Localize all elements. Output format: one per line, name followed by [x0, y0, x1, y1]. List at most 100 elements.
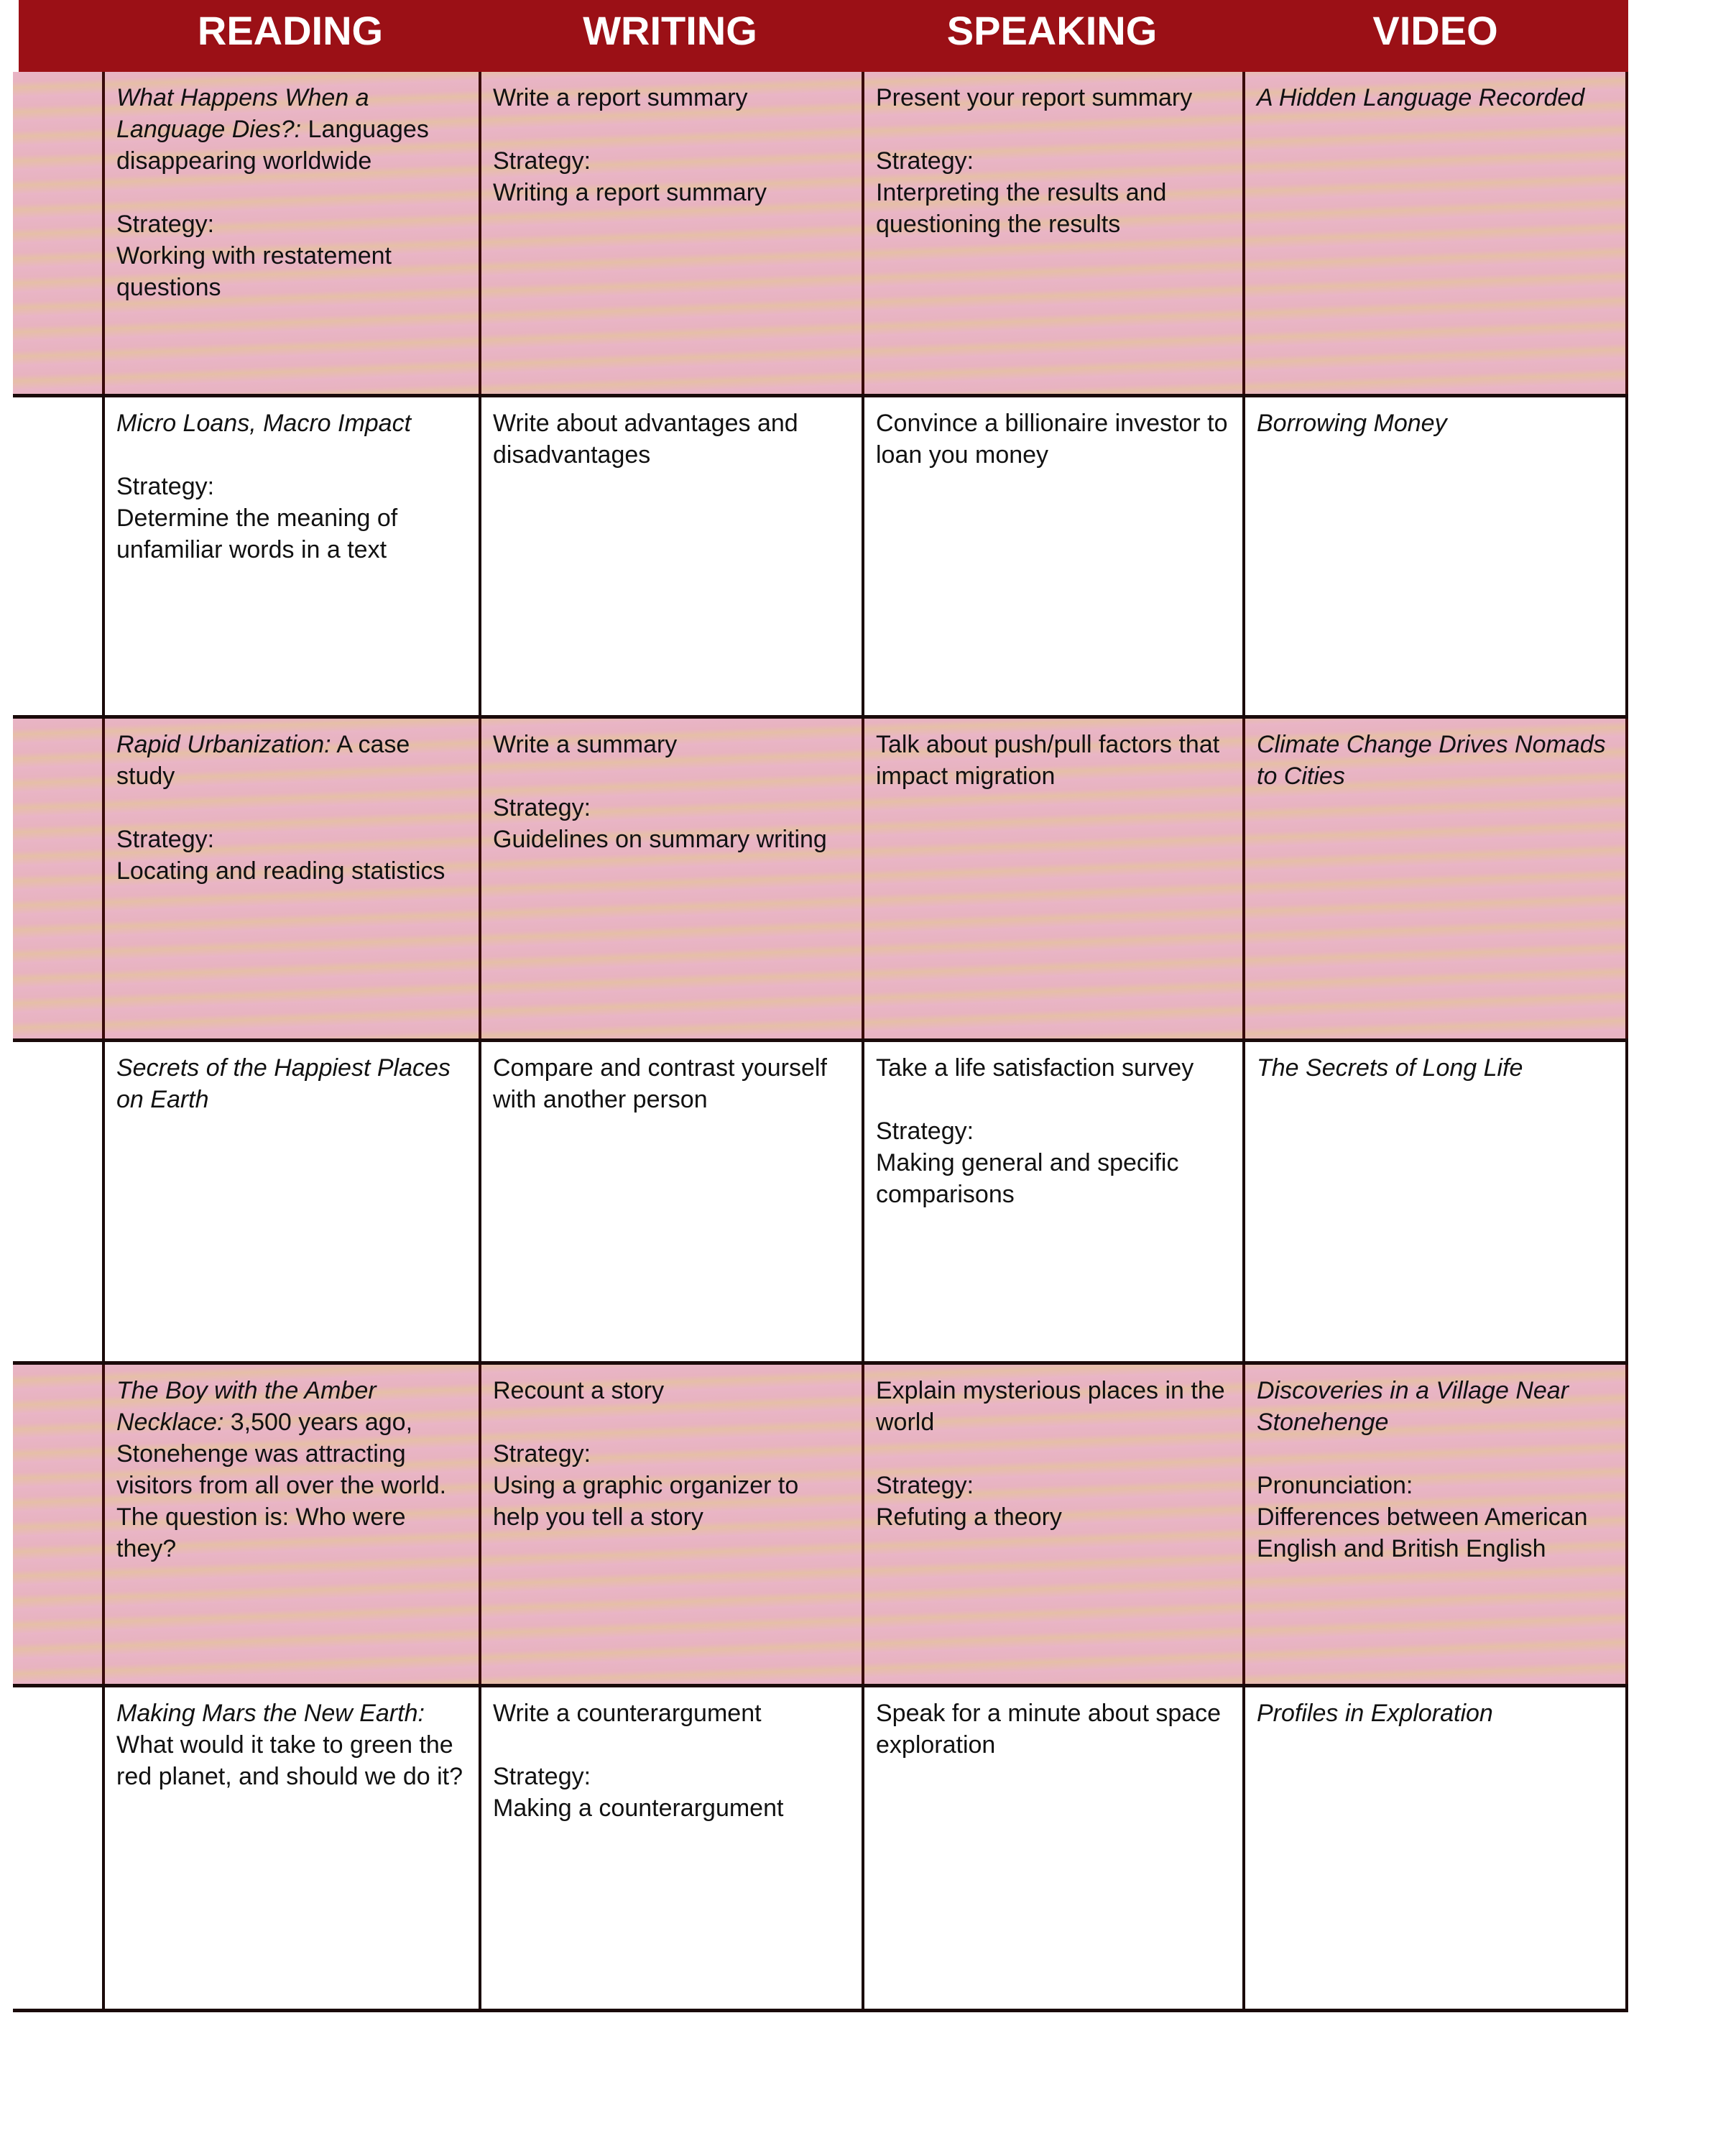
- cell-title: Write a report summary: [493, 82, 850, 114]
- title-italic: Profiles in Exploration: [1257, 1700, 1493, 1727]
- strategy-label: Strategy:: [493, 794, 591, 821]
- title-text: Write about advantages and disadvantages: [493, 410, 798, 469]
- title-text: Write a summary: [493, 731, 678, 758]
- cell-title: A Hidden Language Recorded: [1257, 82, 1614, 114]
- cell-speaking: Speak for a minute about space explorati…: [862, 1687, 1242, 2009]
- cell-title: Recount a story: [493, 1375, 850, 1406]
- strategy-label: Strategy:: [876, 1118, 974, 1145]
- strategy-text: Interpreting the results and questioning…: [876, 179, 1167, 238]
- strategy-text: Using a graphic organizer to help you te…: [493, 1472, 799, 1531]
- cell-title: Write a summary: [493, 729, 850, 760]
- table-row: What Happens When a Language Dies?: Lang…: [13, 72, 1628, 397]
- title-italic: Micro Loans, Macro Impact: [116, 410, 412, 437]
- cell-title: Making Mars the New Earth: What would it…: [116, 1697, 467, 1792]
- strategy-text: Locating and reading statistics: [116, 857, 445, 885]
- column-header-video: VIDEO: [1372, 8, 1498, 53]
- table-row: Micro Loans, Macro Impact Strategy: Determ…: [13, 397, 1628, 719]
- column-header-speaking: SPEAKING: [946, 8, 1158, 53]
- title-text: Compare and contrast yourself with anoth…: [493, 1054, 827, 1113]
- cell-writing: Write a summary Strategy: Guidelines on su…: [479, 719, 862, 1038]
- title-italic: Climate Change Drives Nomads to Cities: [1257, 731, 1606, 790]
- title-italic: Rapid Urbanization:: [116, 731, 331, 758]
- strategy-text: Working with restatement questions: [116, 242, 392, 301]
- cell-writing: Write about advantages and disadvantages: [479, 397, 862, 715]
- title-text: Write a counterargument: [493, 1700, 762, 1727]
- strategy-text: Refuting a theory: [876, 1503, 1062, 1531]
- cell-title: Write about advantages and disadvantages: [493, 407, 850, 471]
- strategy-label: Strategy:: [876, 1472, 974, 1499]
- cell-video: A Hidden Language Recorded: [1242, 72, 1628, 394]
- cell-title: Present your report summary: [876, 82, 1231, 114]
- cell-title: Convince a billionaire investor to loan …: [876, 407, 1231, 471]
- title-text: Present your report summary: [876, 84, 1193, 111]
- cell-title: Secrets of the Happiest Places on Earth: [116, 1052, 467, 1115]
- cell-title: Profiles in Exploration: [1257, 1697, 1614, 1729]
- cell-title: Explain mysterious places in the world: [876, 1375, 1231, 1438]
- title-italic: A Hidden Language Recorded: [1257, 84, 1585, 111]
- strategy-label: Strategy:: [493, 1763, 591, 1790]
- title-italic: Borrowing Money: [1257, 410, 1447, 437]
- column-header-reading: READING: [197, 8, 384, 53]
- strategy-text: Determine the meaning of unfamiliar word…: [116, 505, 398, 563]
- cell-writing: Compare and contrast yourself with anoth…: [479, 1042, 862, 1361]
- cell-speaking: Take a life satisfaction survey Strategy:…: [862, 1042, 1242, 1361]
- title-text: Explain mysterious places in the world: [876, 1377, 1225, 1436]
- syllabus-table: READING WRITING SPEAKING VIDEO What Happens…: [13, 0, 1628, 2014]
- cell-title: Rapid Urbanization: A case study: [116, 729, 467, 792]
- cell-speaking: Convince a billionaire investor to loan …: [862, 397, 1242, 715]
- title-text: Talk about push/pull factors that impact…: [876, 731, 1220, 790]
- title-text: A case study: [116, 731, 410, 790]
- title-text: Languages disappearing worldwide: [116, 116, 429, 175]
- title-italic: The Boy with the Amber Necklace:: [116, 1377, 377, 1436]
- title-italic: What Happens When a Language Dies?:: [116, 84, 369, 143]
- cell-speaking: Talk about push/pull factors that impact…: [862, 719, 1242, 1038]
- title-text: What would it take to green the red plan…: [116, 1731, 463, 1790]
- cell-title: Talk about push/pull factors that impact…: [876, 729, 1231, 792]
- table-row: Making Mars the New Earth: What would it…: [13, 1687, 1628, 2012]
- strategy-label: Strategy:: [116, 473, 215, 500]
- strategy-label: Strategy:: [493, 1440, 591, 1468]
- cell-video: Borrowing Money: [1242, 397, 1628, 715]
- table-row: Secrets of the Happiest Places on Earth C…: [13, 1042, 1628, 1365]
- strategy-label: Pronunciation:: [1257, 1472, 1413, 1499]
- cell-writing: Recount a story Strategy: Using a graphic …: [479, 1365, 862, 1684]
- cell-title: Micro Loans, Macro Impact: [116, 407, 467, 439]
- column-header-writing: WRITING: [583, 8, 757, 53]
- title-text: Recount a story: [493, 1377, 665, 1404]
- table-row: Rapid Urbanization: A case study Strategy…: [13, 719, 1628, 1042]
- cell-writing: Write a counterargument Strategy: Making a…: [479, 1687, 862, 2009]
- cell-title: Take a life satisfaction survey: [876, 1052, 1231, 1084]
- title-italic: Discoveries in a Village Near Stonehenge: [1257, 1377, 1569, 1436]
- strategy-text: Making general and specific comparisons: [876, 1149, 1179, 1208]
- title-text: Speak for a minute about space explorati…: [876, 1700, 1222, 1759]
- cell-title: The Secrets of Long Life: [1257, 1052, 1614, 1084]
- title-text: Write a report summary: [493, 84, 748, 111]
- table-row: The Boy with the Amber Necklace: 3,500 y…: [13, 1365, 1628, 1687]
- cell-reading: Making Mars the New Earth: What would it…: [102, 1687, 479, 2009]
- title-italic: The Secrets of Long Life: [1257, 1054, 1523, 1082]
- strategy-label: Strategy:: [493, 147, 591, 175]
- cell-title: What Happens When a Language Dies?: Lang…: [116, 82, 467, 177]
- title-text: Take a life satisfaction survey: [876, 1054, 1194, 1082]
- title-italic: Secrets of the Happiest Places on Earth: [116, 1054, 451, 1113]
- cell-title: Borrowing Money: [1257, 407, 1614, 439]
- cell-video: The Secrets of Long Life: [1242, 1042, 1628, 1361]
- cell-title: Write a counterargument: [493, 1697, 850, 1729]
- strategy-text: Writing a report summary: [493, 179, 767, 206]
- title-text: Convince a billionaire investor to loan …: [876, 410, 1228, 469]
- strategy-text: Guidelines on summary writing: [493, 826, 827, 853]
- strategy-text: Differences between American English and…: [1257, 1503, 1588, 1562]
- cell-reading: The Boy with the Amber Necklace: 3,500 y…: [102, 1365, 479, 1684]
- cell-title: Climate Change Drives Nomads to Cities: [1257, 729, 1614, 792]
- cell-reading: What Happens When a Language Dies?: Lang…: [102, 72, 479, 394]
- table-header: READING WRITING SPEAKING VIDEO: [19, 0, 1628, 75]
- cell-title: The Boy with the Amber Necklace: 3,500 y…: [116, 1375, 467, 1565]
- cell-speaking: Explain mysterious places in the world St…: [862, 1365, 1242, 1684]
- strategy-label: Strategy:: [116, 826, 215, 853]
- strategy-label: Strategy:: [876, 147, 974, 175]
- title-text: 3,500 years ago, Stonehenge was attracti…: [116, 1409, 447, 1562]
- cell-speaking: Present your report summary Strategy: Inte…: [862, 72, 1242, 394]
- cell-video: Climate Change Drives Nomads to Cities: [1242, 719, 1628, 1038]
- cell-reading: Secrets of the Happiest Places on Earth: [102, 1042, 479, 1361]
- cell-writing: Write a report summary Strategy: Writing a…: [479, 72, 862, 394]
